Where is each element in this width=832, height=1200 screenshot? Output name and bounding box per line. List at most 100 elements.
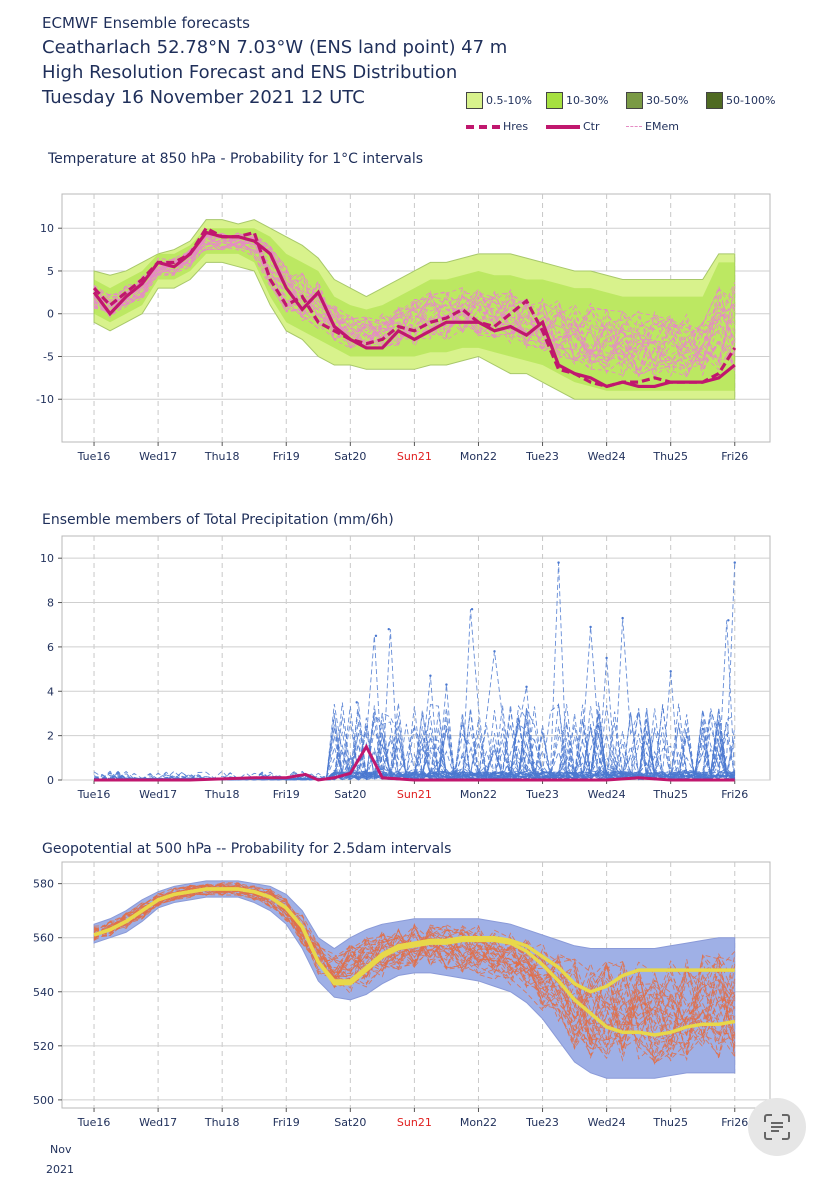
peak-point (355, 701, 358, 704)
peak-point (733, 561, 736, 564)
x-tick-label: Sat20 (334, 788, 366, 801)
peak-point (669, 670, 672, 673)
x-tick-label: Fri26 (721, 450, 748, 463)
ensemble-member-line (93, 886, 736, 1052)
legend-line-ctr-label: Ctr (583, 120, 600, 133)
prob-band-mid (94, 228, 735, 391)
ensemble-member-line (93, 889, 736, 1042)
ensemble-member-line (93, 232, 736, 362)
ensemble-member-line (93, 231, 736, 378)
y-tick-label: 10 (40, 552, 54, 565)
x-tick-label: Wed24 (588, 1116, 626, 1129)
ensemble-member-line (93, 885, 736, 1060)
x-tick-label: Thu18 (204, 450, 240, 463)
y-tick-label: 560 (33, 932, 54, 945)
legend-line-emem-stroke (626, 126, 642, 127)
legend-line-hres-label: Hres (503, 120, 529, 133)
header-line-1: ECMWF Ensemble forecasts (42, 14, 250, 32)
x-tick-label: Fri26 (721, 1116, 748, 1129)
peak-point (701, 727, 704, 731)
ensemble-member-line (94, 883, 736, 1058)
peak-point (493, 650, 496, 653)
legend-band-2: 30-50% (626, 92, 688, 109)
ensemble-member-line (93, 884, 736, 1060)
y-tick-label: 4 (47, 685, 54, 698)
plot-frame (61, 535, 771, 781)
x-tick-label: Wed17 (139, 788, 177, 801)
y-tick-label: 2 (47, 730, 54, 743)
ensemble-member-line (93, 884, 735, 1066)
x-tick-label: Sun21 (397, 450, 432, 463)
legend-band-1-label: 10-30% (566, 94, 609, 107)
legend-band-2-label: 30-50% (646, 94, 689, 107)
y-tick-label: 5 (47, 265, 54, 278)
legend-band-1: 10-30% (546, 92, 608, 109)
y-tick-label: 8 (47, 597, 54, 610)
ensemble-member-line (93, 238, 735, 377)
y-tick-label: 580 (33, 878, 54, 891)
y-tick-label: 500 (33, 1094, 54, 1107)
ensemble-member-line (94, 232, 736, 363)
y-tick-label: 0 (47, 774, 54, 787)
legend-line-emem-label: EMem (645, 120, 679, 133)
x-tick-label: Mon22 (460, 1116, 497, 1129)
geopotential-chart-title: Geopotential at 500 hPa -- Probability f… (42, 841, 452, 857)
x-tick-label: Thu25 (652, 1116, 688, 1129)
series-ctr-line (94, 743, 735, 782)
x-tick-label: Mon22 (460, 788, 497, 801)
ensemble-member-line (93, 885, 736, 1059)
legend-band-0-swatch (466, 92, 483, 109)
legend-line-hres-stroke (466, 124, 500, 129)
x-tick-label: Wed17 (139, 450, 177, 463)
x-tick-label: Sun21 (397, 788, 432, 801)
y-tick-label: 520 (33, 1040, 54, 1053)
series-ctr-line (93, 887, 735, 994)
x-tick-label: Thu18 (204, 788, 240, 801)
legend: 0.5-10% 10-30% 30-50% 50-100% Hres Ctr E… (466, 92, 796, 140)
precipitation-chart-title: Ensemble members of Total Precipitation … (42, 512, 394, 528)
peak-point (387, 627, 390, 631)
ensemble-member-line (93, 242, 736, 376)
legend-band-3: 50-100% (706, 92, 775, 109)
peak-point (470, 608, 474, 611)
text-scan-icon (764, 1114, 790, 1140)
legend-band-3-swatch (706, 92, 723, 109)
legend-band-0: 0.5-10% (466, 92, 532, 109)
ensemble-member-line (93, 233, 736, 369)
x-tick-label: Sat20 (334, 450, 366, 463)
x-tick-label: Wed24 (588, 788, 626, 801)
ensemble-member-line (93, 237, 736, 363)
y-tick-label: 0 (47, 308, 54, 321)
x-tick-label: Thu18 (204, 1116, 240, 1129)
ensemble-member-line (93, 233, 736, 378)
ensemble-member-line (93, 235, 735, 377)
ensemble-member-line (93, 238, 736, 377)
ensemble-member-line (94, 883, 736, 1059)
peak-point (727, 619, 730, 622)
peak-point (557, 561, 560, 564)
x-tick-label: Tue23 (525, 1116, 559, 1129)
x-tick-label: Wed17 (139, 1116, 177, 1129)
x-tick-label: Fri19 (273, 1116, 300, 1129)
header-line-4: Tuesday 16 November 2021 12 UTC (42, 87, 365, 108)
ensemble-member-line (93, 885, 736, 1063)
y-tick-label: 6 (47, 641, 54, 654)
x-tick-label: Tue16 (77, 788, 111, 801)
legend-band-3-label: 50-100% (726, 94, 776, 107)
peak-point (374, 634, 378, 638)
scan-text-button[interactable] (748, 1098, 806, 1156)
legend-line-hres: Hres (466, 120, 528, 133)
x-tick-label: Sun21 (397, 1116, 432, 1129)
prob-band (93, 880, 736, 1079)
ensemble-member-line (93, 882, 736, 1048)
x-tick-label: Thu25 (652, 450, 688, 463)
y-tick-label: 10 (40, 222, 54, 235)
peak-point (589, 625, 592, 629)
axis-year-label: 2021 (46, 1163, 74, 1176)
legend-line-emem: EMem (626, 120, 679, 133)
geopotential-chart: Tue16 Wed17 Thu18 Fri19 Sat20 Sun21 Mon22 Tue23… (33, 861, 771, 1129)
series-hres-line (92, 226, 737, 389)
x-tick-label: Tue23 (525, 788, 559, 801)
temperature-chart: Tue16 Wed17 Thu18 Fri19 Sat20 Sun21 Mon22 Tue23… (36, 193, 771, 463)
peak-point (525, 685, 528, 689)
